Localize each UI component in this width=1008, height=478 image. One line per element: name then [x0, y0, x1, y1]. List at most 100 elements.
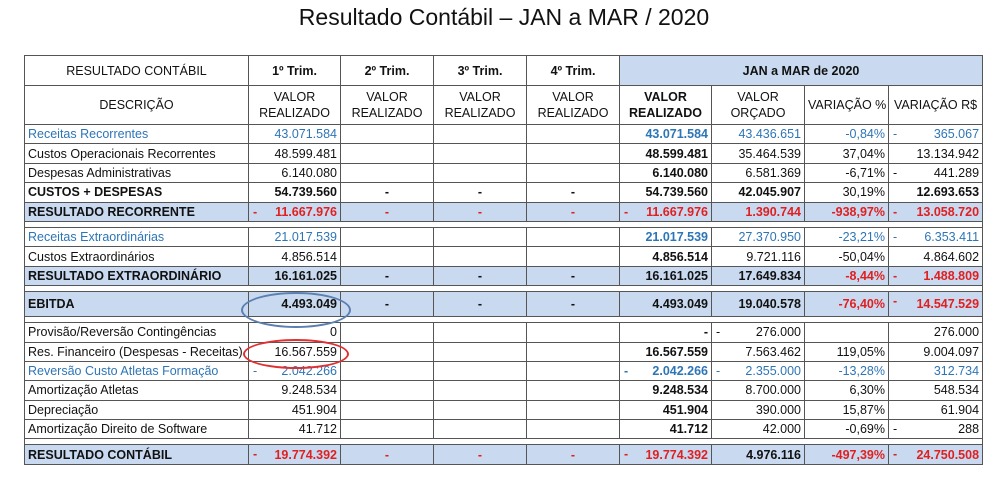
cell-q4: [526, 419, 620, 440]
table-row: Provisão/Reversão Contingências 0 - - 276…: [24, 322, 984, 343]
table-row: Custos Extraordinários 4.856.514 4.856.5…: [24, 246, 984, 267]
lead-dash: -: [893, 165, 898, 180]
cell-q3: [433, 123, 527, 145]
row-label: Depreciação: [24, 399, 249, 421]
header-descricao: DESCRIÇÃO: [24, 85, 249, 125]
cell-orcado: 35.464.539: [711, 143, 805, 164]
table-row: Depreciação 451.904 451.904 390.000 15,8…: [24, 399, 984, 421]
table-row: Reversão Custo Atletas Formação -2.042.2…: [24, 360, 984, 382]
cell-variacao-rs: - 14.547.529: [887, 291, 984, 318]
cell-realizado: - 2.042.266: [619, 360, 712, 382]
cell-orcado: 17.649.834: [711, 265, 805, 287]
table-row: Receitas Recorrentes 43.071.584 43.071.5…: [24, 123, 984, 145]
cell-q1: 48.599.481: [248, 143, 341, 164]
cell-value: 11.667.976: [646, 204, 708, 219]
cell-realizado: 451.904: [619, 399, 712, 421]
cell-q2: [340, 399, 434, 421]
lead-dash: -: [253, 363, 258, 378]
header-valor-label: VALOR: [459, 90, 501, 104]
cell-value: 2.355.000: [745, 364, 801, 379]
cell-q4: [526, 322, 620, 343]
cell-q1: - 19.774.392: [248, 444, 341, 465]
header-q2-valor: VALOR REALIZADO: [340, 85, 434, 125]
cell-realizado: -: [619, 322, 712, 343]
header-q1: 1º Trim.: [248, 55, 341, 86]
row-label: RESULTADO EXTRAORDINÁRIO: [24, 265, 249, 287]
header-period-realizado: VALOR REALIZADO: [619, 85, 712, 125]
cell-orcado: 19.040.578: [711, 291, 805, 318]
spacer-row: [23, 438, 984, 445]
cell-realizado: 9.248.534: [619, 380, 712, 401]
cell-q1: 54.739.560: [248, 182, 341, 203]
cell-orcado: 7.563.462: [711, 341, 805, 362]
cell-q3: [433, 419, 527, 440]
cell-orcado: 42.045.907: [711, 182, 805, 203]
cell-q2: -: [340, 265, 434, 287]
cell-variacao-rs: - 288: [887, 419, 984, 440]
cell-variacao-pct: -23,21%: [804, 226, 889, 248]
cell-variacao-rs: 4.864.602: [887, 246, 984, 267]
row-label: EBITDA: [24, 291, 249, 318]
cell-q4: -: [526, 182, 620, 203]
header-valor-label: VALOR: [366, 90, 408, 104]
cell-orcado: 27.370.950: [711, 226, 805, 248]
row-label: Custos Extraordinários: [24, 246, 249, 267]
cell-variacao-pct: -6,71%: [804, 162, 889, 184]
table-row: CUSTOS + DESPESAS 54.739.560 - - - 54.73…: [24, 182, 984, 203]
cell-q3: -: [433, 182, 527, 203]
cell-value: 441.289: [933, 165, 980, 180]
cell-realizado: 16.161.025: [619, 265, 712, 287]
cell-variacao-pct: -0,69%: [804, 419, 889, 440]
table-row: EBITDA 4.493.049 - - - 4.493.049 19.040.…: [24, 291, 984, 318]
results-table: RESULTADO CONTÁBIL 1º Trim. 2º Trim. 3º …: [23, 55, 984, 465]
cell-value: 6.353.411: [924, 230, 980, 245]
cell-q2: [340, 162, 434, 184]
cell-value: 11.667.976: [275, 204, 337, 219]
cell-value: 288: [958, 422, 980, 437]
cell-realizado: 48.599.481: [619, 143, 712, 164]
cell-realizado: 41.712: [619, 419, 712, 440]
row-label: Amortização Direito de Software: [24, 419, 249, 440]
cell-orcado: - 276.000: [711, 322, 805, 343]
cell-orcado: 4.976.116: [711, 444, 805, 465]
lead-dash: -: [893, 229, 898, 244]
cell-realizado: 4.856.514: [619, 246, 712, 267]
header-valor-label: VALOR: [552, 90, 594, 104]
cell-q2: [340, 123, 434, 145]
cell-realizado: 6.140.080: [619, 162, 712, 184]
cell-value: 2.042.266: [281, 364, 337, 379]
cell-value: 365.067: [933, 127, 980, 142]
cell-orcado: - 2.355.000: [711, 360, 805, 382]
header-realizado-label: REALIZADO: [351, 106, 423, 120]
header-valor-label: VALOR: [737, 90, 779, 104]
cell-q1: 0: [248, 322, 341, 343]
header-row-2: DESCRIÇÃO VALOR REALIZADO VALOR REALIZADO …: [24, 85, 984, 125]
spacer: [23, 438, 984, 445]
cell-q3: [433, 322, 527, 343]
cell-variacao-rs: - 13.058.720: [887, 201, 984, 222]
cell-orcado: 42.000: [711, 419, 805, 440]
cell-variacao-pct: -497,39%: [804, 444, 889, 465]
cell-value: 13.058.720: [916, 204, 980, 219]
table-row: RESULTADO CONTÁBIL -19.774.392 - - - -19…: [24, 444, 984, 465]
cell-variacao-rs: - 1.488.809: [887, 265, 984, 287]
lead-dash: -: [253, 204, 258, 219]
row-label: RESULTADO CONTÁBIL: [24, 444, 249, 465]
cell-q2: -: [340, 182, 434, 203]
header-variacao-pct: VARIAÇÃO %: [804, 85, 889, 125]
cell-q3: [433, 226, 527, 248]
cell-variacao-pct: [804, 322, 889, 343]
header-realizado-label: REALIZADO: [444, 106, 516, 120]
row-label: Reversão Custo Atletas Formação: [24, 360, 249, 382]
lead-dash: -: [716, 325, 721, 340]
lead-dash: -: [893, 127, 898, 141]
row-label: Despesas Administrativas: [24, 162, 249, 184]
row-label: Receitas Extraordinárias: [24, 226, 249, 248]
cell-q1: 4.856.514: [248, 246, 341, 267]
lead-dash: -: [624, 363, 629, 378]
header-realizado-label: REALIZADO: [537, 106, 609, 120]
cell-q4: [526, 226, 620, 248]
cell-value: 19.774.392: [274, 447, 337, 462]
header-period-orcado: VALOR ORÇADO: [711, 85, 805, 125]
cell-q4: -: [526, 444, 620, 465]
